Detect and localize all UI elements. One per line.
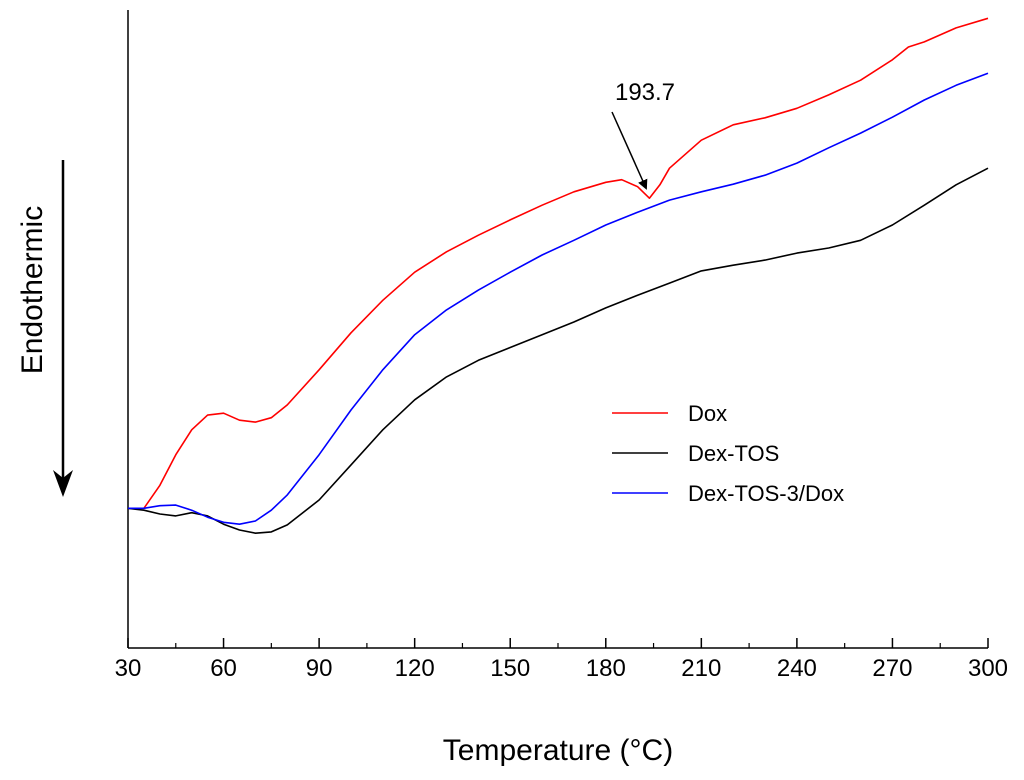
x-tick-label: 60: [210, 655, 237, 682]
legend-label: Dox: [688, 401, 727, 426]
x-tick-label: 180: [586, 655, 626, 682]
x-tick-label: 270: [872, 655, 912, 682]
legend-label: Dex-TOS-3/Dox: [688, 481, 844, 506]
data-line: [128, 17, 989, 510]
x-tick-label: 300: [968, 655, 1008, 682]
x-tick-label: 90: [306, 655, 333, 682]
x-tick-label: 120: [395, 655, 435, 682]
x-tick-label: 240: [777, 655, 817, 682]
y-axis-title: Endothermic: [16, 206, 49, 374]
x-axis-title: Temperature (°C): [443, 734, 673, 767]
annotation-arrow: [611, 111, 648, 190]
arrow-head: [53, 470, 73, 497]
annotation: 193.7: [615, 79, 675, 106]
x-tick-label: 30: [115, 655, 142, 682]
data-line: [127, 167, 989, 534]
legend-label: Dex-TOS: [688, 441, 779, 466]
x-tick-label: 210: [681, 655, 721, 682]
x-tick-label: 150: [490, 655, 530, 682]
data-line: [128, 72, 989, 525]
